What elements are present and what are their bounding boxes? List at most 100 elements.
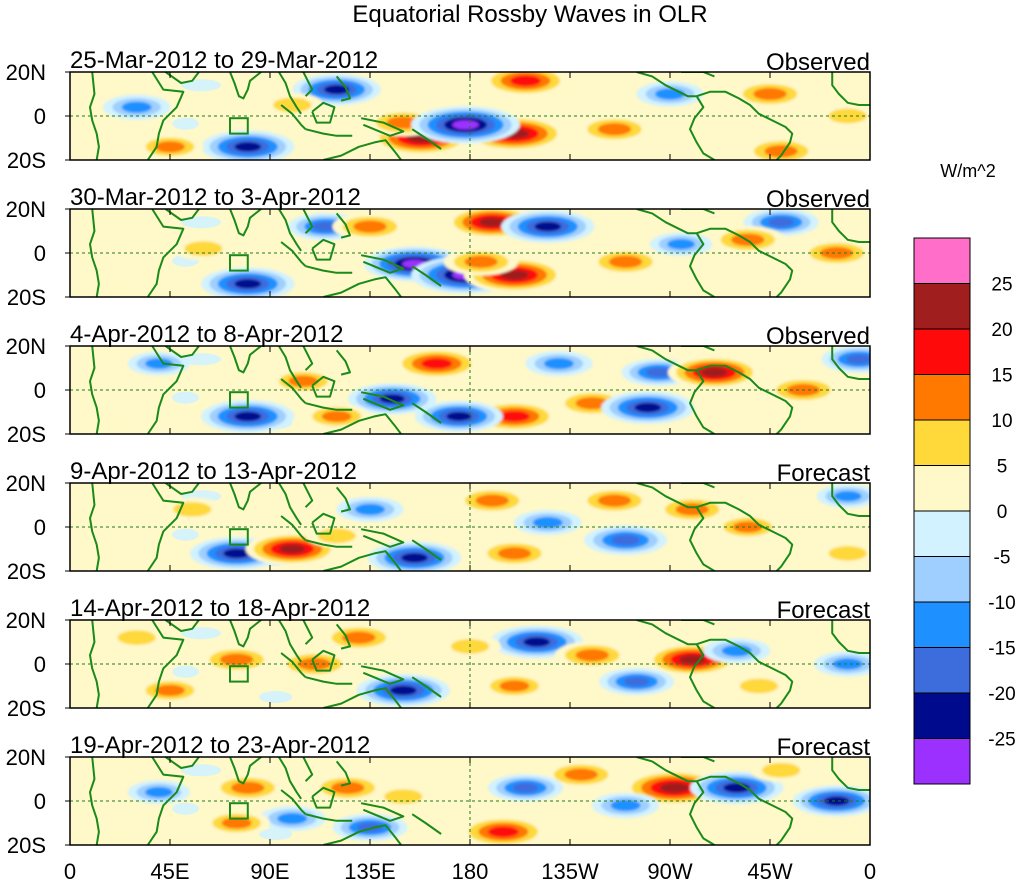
background-streak xyxy=(358,651,408,664)
colorbar-tick-label: -10 xyxy=(988,593,1015,614)
anomaly-mark xyxy=(534,221,562,232)
coastline xyxy=(831,757,870,791)
anomaly-mark xyxy=(828,546,867,561)
y-tick-label: 20N xyxy=(6,334,46,359)
coastline xyxy=(280,789,307,815)
coastline xyxy=(311,238,336,261)
coastline xyxy=(89,346,100,434)
y-tick-label: 20S xyxy=(7,148,46,173)
anomaly-mark xyxy=(732,521,763,533)
coastline xyxy=(278,209,302,252)
coastline xyxy=(89,757,100,845)
coastline xyxy=(280,515,307,541)
colorbar-tick-label: 25 xyxy=(991,275,1012,296)
coastline xyxy=(689,369,715,434)
coastline xyxy=(164,620,200,632)
coastline xyxy=(229,72,262,100)
y-tick-label: 0 xyxy=(34,652,46,677)
anomaly-mark xyxy=(145,786,173,798)
coastline xyxy=(278,346,302,389)
coastline xyxy=(278,620,302,663)
anomaly-mark xyxy=(832,658,863,670)
colorbar-swatch xyxy=(913,692,971,739)
anomaly-mark xyxy=(234,279,262,289)
anomaly-mark xyxy=(446,411,472,421)
coastline xyxy=(146,72,185,160)
coastline xyxy=(278,483,302,526)
coastline xyxy=(302,346,314,371)
coastline xyxy=(831,483,870,517)
panel-kind-label: Forecast xyxy=(777,460,871,487)
coastline xyxy=(411,128,442,150)
x-axis: 0 45E 90E 135E 180 135W 90W 45W 0 xyxy=(64,859,876,884)
colorbar-label: W/m^2 xyxy=(940,161,995,181)
background-streak xyxy=(192,398,215,411)
y-tick-label: 20S xyxy=(7,833,46,858)
region-box xyxy=(229,802,249,820)
coastline xyxy=(360,665,405,685)
coastline xyxy=(280,104,307,130)
background-streak xyxy=(103,830,137,843)
panel-3: 20N 0 20S 4-Apr-2012 to 8-Apr-2012 Observed xyxy=(6,321,871,447)
anomaly-mark xyxy=(223,548,250,559)
anomaly-mark xyxy=(845,354,870,364)
background-streak xyxy=(181,353,222,366)
coastline xyxy=(229,757,262,785)
coastline xyxy=(696,227,794,297)
coastline xyxy=(696,775,794,845)
coastline xyxy=(681,346,715,352)
colorbar-tick-label: 20 xyxy=(991,320,1012,341)
colorbar-tick-label: 0 xyxy=(997,502,1008,523)
olr-field xyxy=(70,346,870,434)
coastlines xyxy=(89,72,870,160)
background-streak xyxy=(192,124,215,137)
coastline xyxy=(311,649,336,672)
coastline xyxy=(335,760,351,787)
panel-date-range: 14-Apr-2012 to 18-Apr-2012 xyxy=(70,595,370,622)
colorbar-swatch xyxy=(913,738,971,785)
coastline xyxy=(89,209,100,297)
coastline xyxy=(411,402,442,424)
background-streak xyxy=(258,691,293,703)
anomaly-mark xyxy=(331,781,365,794)
coastline xyxy=(335,349,351,376)
coastline xyxy=(89,483,100,571)
y-tick-label: 20S xyxy=(7,559,46,584)
anomaly-mark xyxy=(739,678,778,694)
coastline xyxy=(280,378,307,404)
y-tick-label: 20S xyxy=(7,422,46,447)
coastline xyxy=(146,209,185,297)
coastline xyxy=(335,212,351,239)
coastline xyxy=(146,483,185,571)
panel-4: 20N 0 20S 9-Apr-2012 to 13-Apr-2012 Forecast xyxy=(6,458,871,584)
anomaly-mark xyxy=(145,358,173,369)
coastline xyxy=(89,72,100,160)
coastline xyxy=(311,512,336,535)
coastline xyxy=(360,117,405,137)
anomaly-mark xyxy=(659,782,690,793)
coastline xyxy=(831,72,870,106)
region-box xyxy=(229,391,249,409)
anomaly-mark xyxy=(828,108,867,124)
olr-field xyxy=(70,483,870,571)
coastline xyxy=(323,824,402,845)
panels: 20N 0 20S 25-Mar-2012 to 29-Mar-2012 Observe… xyxy=(6,47,871,858)
coastline xyxy=(689,95,715,160)
colorbar-tick-label: 10 xyxy=(991,411,1012,432)
coastline xyxy=(302,72,314,97)
coastline xyxy=(411,539,442,561)
coastline xyxy=(831,346,870,380)
coastline xyxy=(305,676,353,685)
coastline xyxy=(146,620,185,708)
coastline xyxy=(681,209,715,215)
anomaly-mark xyxy=(500,270,529,280)
coastline xyxy=(164,346,200,358)
anomaly-mark xyxy=(510,75,541,87)
colorbar-swatch xyxy=(913,510,971,557)
coastline xyxy=(360,802,405,822)
x-tick-label: 90W xyxy=(647,859,692,884)
anomaly-mark xyxy=(762,762,801,778)
coastline xyxy=(323,139,402,160)
anomaly-mark xyxy=(532,517,563,529)
